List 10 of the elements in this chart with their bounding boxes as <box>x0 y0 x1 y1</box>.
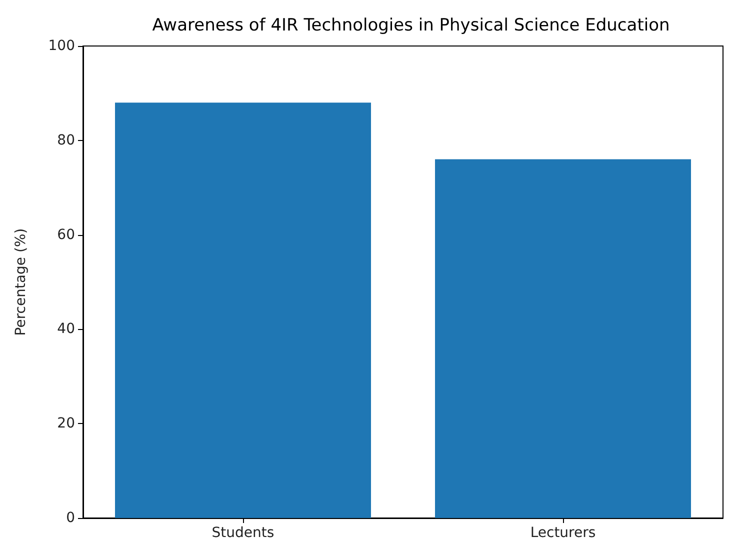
y-tick-label: 100 <box>48 38 75 54</box>
x-tick-label: Lecturers <box>530 525 596 541</box>
y-tick-label: 40 <box>57 321 75 338</box>
chart-title: Awareness of 4IR Technologies in Physical Science Education <box>152 16 670 36</box>
y-tick-label: 80 <box>57 132 75 148</box>
x-tick-label: Students <box>212 525 274 541</box>
y-tick-label: 20 <box>57 416 75 432</box>
y-axis-title: Percentage (%) <box>13 228 29 336</box>
y-tick-label: 60 <box>57 226 75 243</box>
y-tick-label: 0 <box>66 510 75 526</box>
